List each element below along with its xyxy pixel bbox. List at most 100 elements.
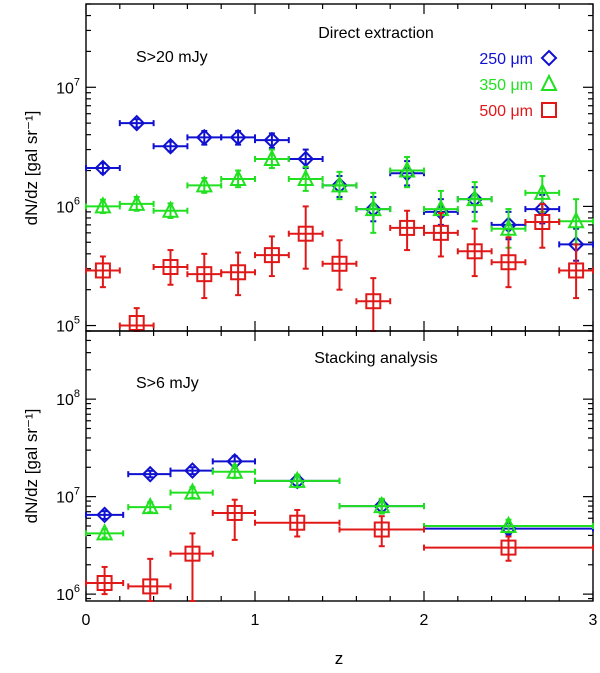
series-triangle bbox=[85, 461, 594, 541]
triangle-marker bbox=[567, 211, 585, 229]
square-marker bbox=[534, 213, 551, 230]
y-tick-label: 107 bbox=[56, 76, 80, 97]
square-marker bbox=[500, 254, 517, 271]
data-point bbox=[254, 131, 290, 149]
legend-square-marker bbox=[541, 102, 557, 118]
triangle-marker bbox=[297, 168, 315, 186]
data-point bbox=[169, 532, 214, 602]
square-marker bbox=[142, 578, 159, 595]
data-point bbox=[85, 159, 121, 177]
data-point bbox=[389, 209, 425, 252]
data-point bbox=[211, 461, 256, 480]
x-tick-label: 1 bbox=[251, 612, 260, 629]
square-marker bbox=[128, 315, 145, 331]
data-point bbox=[456, 181, 493, 223]
data-point bbox=[220, 128, 256, 146]
top-panel-ticks: 105 106 107 bbox=[56, 3, 594, 336]
data-point bbox=[558, 198, 594, 246]
top-panel-title: Direct extraction bbox=[318, 25, 434, 42]
triangle-marker bbox=[398, 160, 416, 178]
data-point bbox=[85, 196, 121, 215]
triangle-marker bbox=[183, 482, 202, 500]
y-tick-label: 106 bbox=[56, 195, 80, 216]
bottom-y-axis-label: dN/dz [gal sr⁻¹] bbox=[22, 409, 41, 524]
data-point bbox=[423, 515, 594, 534]
data-point bbox=[287, 205, 324, 270]
legend-label: 350 μm bbox=[479, 77, 533, 94]
data-point bbox=[118, 114, 155, 132]
triangle-marker bbox=[364, 198, 382, 217]
data-point bbox=[321, 170, 358, 201]
data-point bbox=[355, 191, 392, 234]
diamond-marker bbox=[229, 128, 247, 146]
legend-label: 500 μm bbox=[479, 103, 533, 120]
triangle-marker bbox=[466, 188, 484, 207]
data-point bbox=[118, 193, 155, 212]
data-point bbox=[423, 212, 459, 258]
data-point bbox=[152, 200, 189, 219]
square-marker bbox=[289, 514, 306, 531]
square-marker bbox=[230, 264, 247, 281]
data-point bbox=[220, 251, 256, 297]
data-point bbox=[211, 498, 256, 541]
data-point bbox=[338, 515, 425, 548]
y-tick-label: 106 bbox=[56, 583, 80, 604]
triangle-marker bbox=[499, 218, 518, 236]
square-marker bbox=[96, 575, 113, 592]
square-marker bbox=[399, 219, 416, 236]
square-marker bbox=[568, 262, 585, 279]
diamond-marker bbox=[162, 137, 179, 155]
data-point bbox=[127, 557, 172, 602]
triangle-marker bbox=[195, 175, 213, 193]
legend: 250 μm 350 μm 500 μm bbox=[479, 49, 558, 120]
data-point bbox=[85, 506, 125, 524]
top-y-axis-label: dN/dz [gal sr⁻¹] bbox=[22, 111, 41, 226]
data-point bbox=[186, 175, 223, 194]
square-marker bbox=[432, 224, 449, 241]
data-point bbox=[85, 255, 121, 289]
square-marker bbox=[226, 504, 243, 521]
data-point bbox=[456, 227, 493, 278]
square-marker bbox=[94, 262, 111, 279]
top-panel: Direct extraction S>20 mJy 105 106 107 250… bbox=[56, 3, 594, 336]
data-point bbox=[85, 565, 125, 596]
data-point bbox=[355, 277, 392, 332]
series-triangle bbox=[85, 148, 594, 249]
x-tick-label: 2 bbox=[420, 612, 429, 629]
diamond-marker bbox=[96, 506, 114, 524]
data-point bbox=[186, 252, 223, 300]
square-marker bbox=[466, 243, 483, 260]
data-point bbox=[338, 495, 425, 515]
y-tick-label: 107 bbox=[56, 486, 80, 507]
data-point bbox=[127, 496, 172, 515]
square-marker bbox=[297, 225, 314, 242]
data-point bbox=[85, 523, 125, 541]
diamond-marker bbox=[128, 114, 146, 132]
square-marker bbox=[162, 259, 179, 276]
diamond-marker bbox=[263, 131, 281, 149]
square-marker bbox=[331, 255, 348, 272]
data-point bbox=[152, 137, 189, 155]
triangle-marker bbox=[229, 168, 247, 186]
legend-triangle-marker bbox=[540, 73, 558, 91]
triangle-marker bbox=[94, 196, 112, 214]
data-point bbox=[220, 168, 256, 189]
triangle-marker bbox=[499, 515, 518, 533]
data-point bbox=[321, 239, 358, 291]
top-panel-threshold: S>20 mJy bbox=[136, 49, 208, 66]
data-point bbox=[254, 508, 341, 538]
triangle-marker bbox=[373, 495, 391, 514]
triangle-marker bbox=[330, 175, 349, 193]
series-square bbox=[85, 202, 594, 332]
data-point bbox=[169, 482, 214, 500]
triangle-marker bbox=[288, 470, 306, 488]
square-marker bbox=[373, 521, 390, 538]
bottom-panel-title: Stacking analysis bbox=[314, 350, 438, 367]
data-point bbox=[152, 249, 189, 286]
square-marker bbox=[365, 293, 382, 310]
y-tick-label: 105 bbox=[56, 315, 80, 336]
diamond-marker bbox=[94, 159, 112, 177]
triangle-marker bbox=[161, 200, 180, 218]
x-axis-label: z bbox=[335, 649, 344, 668]
